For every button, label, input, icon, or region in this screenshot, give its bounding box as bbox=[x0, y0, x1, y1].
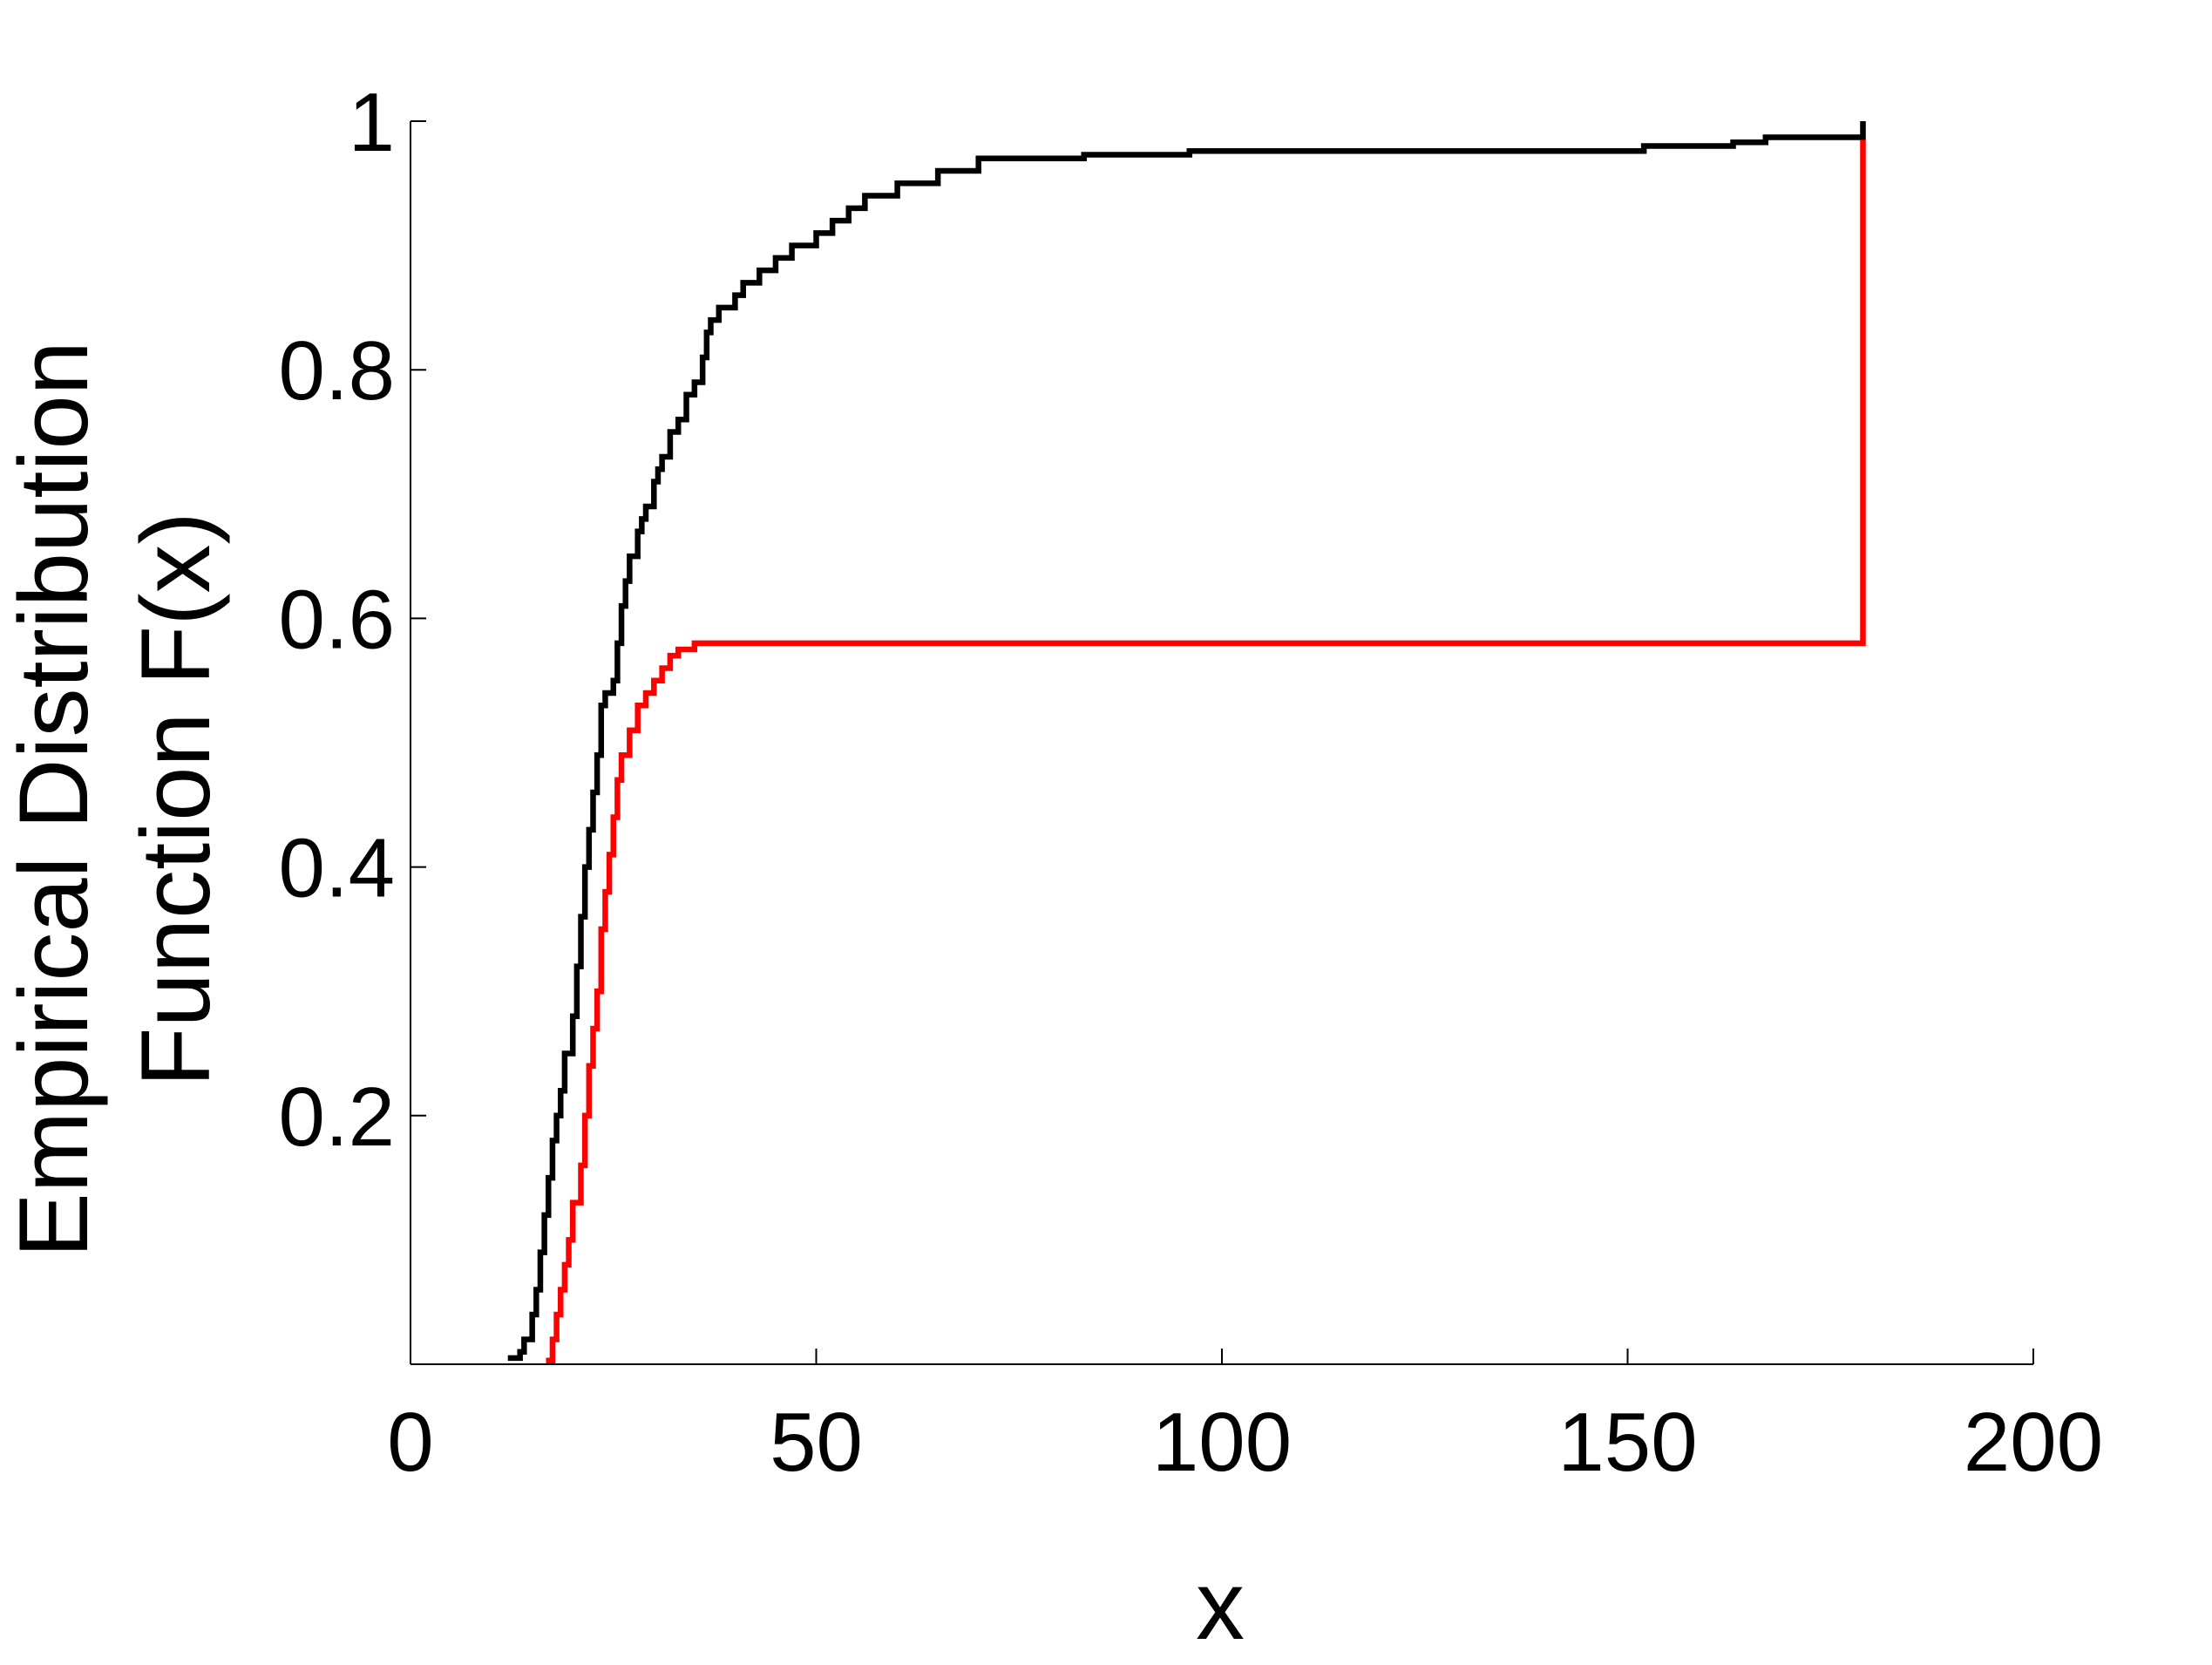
x-tick-label: 50 bbox=[770, 1396, 863, 1489]
y-axis-label: Empirical Distribution Function F(x) bbox=[0, 341, 230, 1258]
x-tick-label: 150 bbox=[1557, 1396, 1697, 1489]
y-tick-label: 0.2 bbox=[279, 1070, 395, 1164]
x-tick-label: 100 bbox=[1152, 1396, 1292, 1489]
y-tick-label: 0.8 bbox=[279, 324, 395, 418]
x-tick-label: 0 bbox=[387, 1396, 433, 1489]
y-tick-label: 1 bbox=[349, 76, 395, 169]
series-line bbox=[546, 139, 1866, 1363]
y-tick-label: 0.4 bbox=[279, 822, 395, 915]
x-axis-label: x bbox=[1196, 1551, 1245, 1660]
x-tick-label: 200 bbox=[1964, 1396, 2103, 1489]
series-line bbox=[507, 121, 1866, 1362]
y-tick-label: 0.6 bbox=[279, 573, 395, 666]
y-axis-label-line: Empirical Distribution bbox=[0, 341, 108, 1258]
y-axis-label-line: Function F(x) bbox=[121, 512, 230, 1087]
